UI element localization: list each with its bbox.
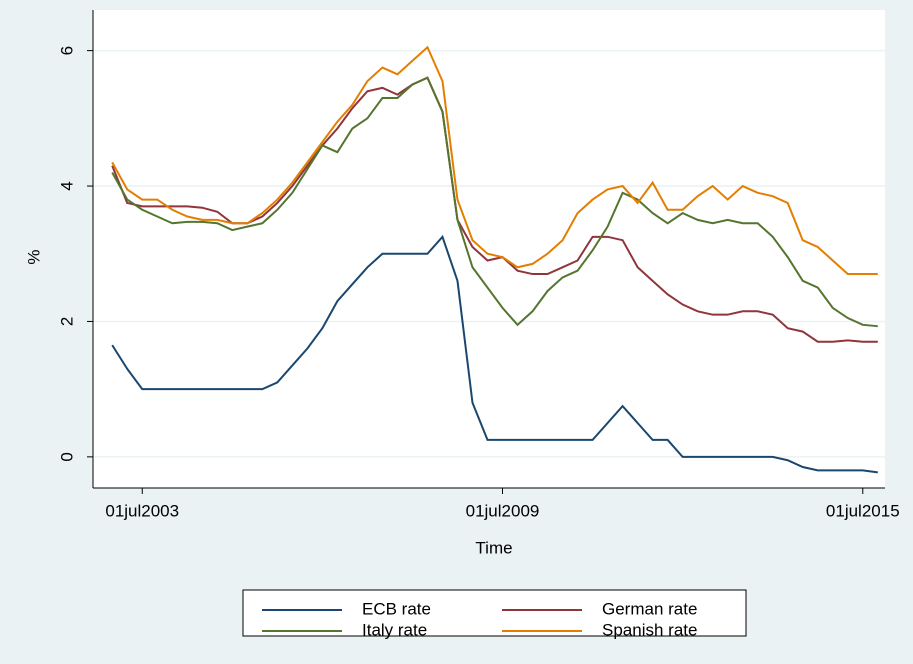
legend-label: German rate	[602, 599, 697, 618]
series-line	[111, 45, 878, 276]
legend-label: Italy rate	[362, 620, 427, 639]
plot-area	[93, 10, 885, 488]
y-tick-label: 2	[57, 317, 76, 326]
y-axis-label: %	[24, 249, 43, 264]
y-tick-label: 4	[57, 181, 76, 190]
legend-label: ECB rate	[362, 599, 431, 618]
x-axis-label: Time	[475, 538, 512, 557]
series-line	[111, 234, 878, 474]
y-tick-label: 0	[57, 452, 76, 461]
legend-label: Spanish rate	[602, 620, 697, 639]
y-tick-label: 6	[57, 46, 76, 55]
x-tick-label: 01jul2015	[826, 501, 900, 520]
series-line	[111, 76, 878, 328]
legend	[242, 589, 747, 637]
x-tick-label: 01jul2009	[466, 501, 540, 520]
x-tick-label: 01jul2003	[105, 501, 179, 520]
